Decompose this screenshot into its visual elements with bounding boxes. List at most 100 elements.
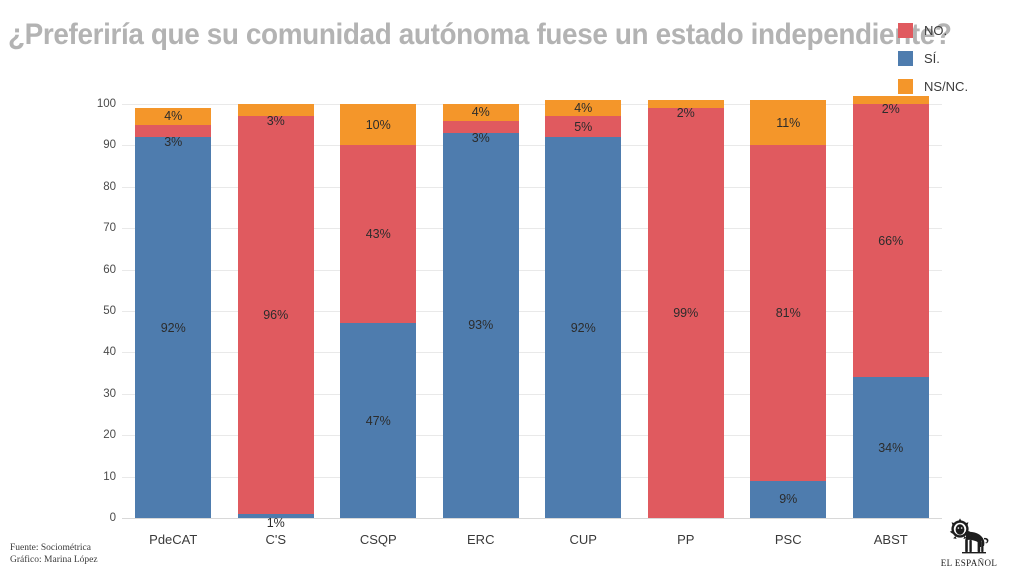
y-axis-tick-label: 90: [103, 139, 116, 152]
bar-segment[interactable]: 81%: [750, 145, 827, 481]
legend-item-label: SÍ.: [924, 50, 940, 66]
legend-item[interactable]: NO.: [898, 16, 1010, 44]
bar-value-label: 92%: [570, 320, 596, 335]
legend-item-label: NO.: [924, 22, 948, 38]
bar-segment[interactable]: 3%: [237, 104, 314, 128]
y-axis-tick-label: 20: [103, 429, 116, 442]
bar-segment[interactable]: 66%: [852, 104, 929, 378]
y-axis: 0 10 20 30 40 50 60 70 80 90 100: [72, 98, 116, 524]
bar-group[interactable]: 34% 66% 2%: [852, 95, 929, 518]
x-axis-tick-label: ABST: [873, 532, 908, 547]
bar-value-label: 11%: [776, 115, 801, 130]
bar-segment[interactable]: 93%: [442, 132, 519, 518]
x-axis-tick-label: PSC: [774, 532, 802, 547]
legend-item[interactable]: SÍ.: [898, 44, 1010, 72]
bar-segment[interactable]: 3%: [135, 124, 212, 149]
bar-segment[interactable]: 4%: [545, 99, 622, 117]
y-axis-tick-label: 30: [103, 387, 116, 400]
bar-group[interactable]: 47% 43% 10%: [340, 104, 417, 518]
bar-group[interactable]: 93% 3% 4%: [442, 104, 519, 518]
bar-segment[interactable]: 1%: [237, 513, 314, 530]
gridline: [122, 311, 942, 312]
bar-segment[interactable]: 43%: [340, 145, 417, 324]
bar-segment[interactable]: 10%: [340, 104, 417, 146]
x-axis: PdeCAT C'S CSQP ERC CUP PP PSC ABST: [122, 532, 942, 554]
x-axis-tick-label: CSQP: [359, 532, 397, 547]
bar-segment[interactable]: 2%: [852, 95, 929, 116]
gridline: [122, 518, 942, 519]
bar-stack: 93% 3% 4%: [442, 104, 519, 518]
bar-group[interactable]: 1% 96% 3%: [237, 104, 314, 530]
bar-segment[interactable]: 4%: [442, 104, 519, 121]
legend-item-label: NS/NC.: [924, 78, 969, 94]
bar-value-label: 4%: [574, 101, 593, 116]
bar-segment[interactable]: 47%: [340, 323, 417, 518]
bar-value-label: 93%: [468, 318, 494, 333]
bar-group[interactable]: 9% 81% 11%: [750, 99, 827, 518]
x-axis-tick-label: ERC: [467, 532, 495, 547]
bar-segment[interactable]: 11%: [750, 99, 827, 146]
bar-value-label: 4%: [471, 105, 490, 120]
bar-segment[interactable]: 92%: [545, 137, 622, 518]
bar-segment[interactable]: 92%: [135, 137, 212, 518]
bar-stack: 1% 96% 3%: [237, 104, 314, 530]
bar-value-label: 99%: [673, 306, 699, 321]
gridline: [122, 393, 942, 395]
y-axis-tick-label: 60: [103, 263, 116, 276]
bar-value-label: 81%: [775, 306, 801, 321]
bar-segment[interactable]: 5%: [545, 116, 622, 138]
page-title: ¿Preferiría que su comunidad autónoma fu…: [8, 18, 952, 51]
bar-segment[interactable]: 34%: [852, 377, 929, 518]
gridline: [122, 269, 942, 271]
gridline: [122, 435, 942, 437]
bar-group[interactable]: 99% 2%: [647, 99, 724, 518]
bar-stack: 99% 2%: [647, 99, 724, 518]
source-note: Fuente: Sociométrica Gráfico: Marina Lóp…: [10, 542, 98, 566]
bar-value-label: 9%: [779, 492, 798, 507]
bar-segment[interactable]: 99%: [647, 108, 724, 518]
bar-value-label: 10%: [365, 117, 391, 132]
bar-segment[interactable]: 4%: [135, 108, 212, 125]
gridline: [122, 186, 942, 188]
bar-segment[interactable]: 3%: [442, 120, 519, 145]
bar-segment[interactable]: 9%: [750, 480, 827, 518]
bar-value-label: 47%: [365, 413, 391, 428]
legend-swatch: [898, 50, 913, 66]
gridline: [122, 145, 942, 147]
bar-stack: 92% 5% 4%: [545, 99, 622, 518]
lion-icon: [932, 517, 1006, 557]
bar-group[interactable]: 92% 5% 4%: [545, 99, 622, 518]
gridline: [122, 228, 942, 230]
chart-legend: NO. SÍ. NS/NC.: [898, 16, 1010, 100]
legend-item[interactable]: NS/NC.: [898, 72, 1010, 100]
bar-value-label: 43%: [365, 227, 391, 242]
credit-line: Gráfico: Marina López: [10, 555, 98, 565]
x-axis-tick-label: PdeCAT: [149, 532, 198, 547]
bar-stack: 34% 66% 2%: [852, 95, 929, 518]
y-axis-tick-label: 40: [103, 346, 116, 359]
y-axis-tick-label: 80: [103, 180, 116, 193]
y-axis-tick-label: 50: [103, 305, 116, 317]
source-line: Fuente: Sociométrica: [10, 543, 91, 553]
x-axis-tick-label: CUP: [569, 532, 597, 547]
bar-segment[interactable]: 96%: [237, 116, 314, 514]
y-axis-tick-label: 0: [109, 512, 116, 524]
x-axis-tick-label: C'S: [265, 532, 287, 547]
brand-logo: EL ESPAÑOL: [932, 517, 1006, 568]
bar-stack: 9% 81% 11%: [750, 99, 827, 518]
bar-group[interactable]: 92% 3% 4%: [135, 104, 212, 518]
gridline: [122, 352, 942, 354]
bar-stack: 47% 43% 10%: [340, 104, 417, 518]
y-axis-tick-label: 10: [103, 470, 116, 483]
bar-value-label: 4%: [164, 109, 183, 124]
gridline: [122, 104, 942, 105]
bar-stack: 92% 3% 4%: [135, 104, 212, 518]
bar-value-label: 92%: [160, 320, 186, 335]
x-axis-tick-label: PP: [677, 532, 695, 547]
legend-swatch: [898, 78, 913, 94]
bar-segment[interactable]: 2%: [647, 99, 724, 120]
bar-value-label: 5%: [574, 119, 593, 134]
gridline: [122, 476, 942, 478]
legend-swatch: [898, 22, 913, 38]
brand-name: EL ESPAÑOL: [940, 558, 998, 568]
